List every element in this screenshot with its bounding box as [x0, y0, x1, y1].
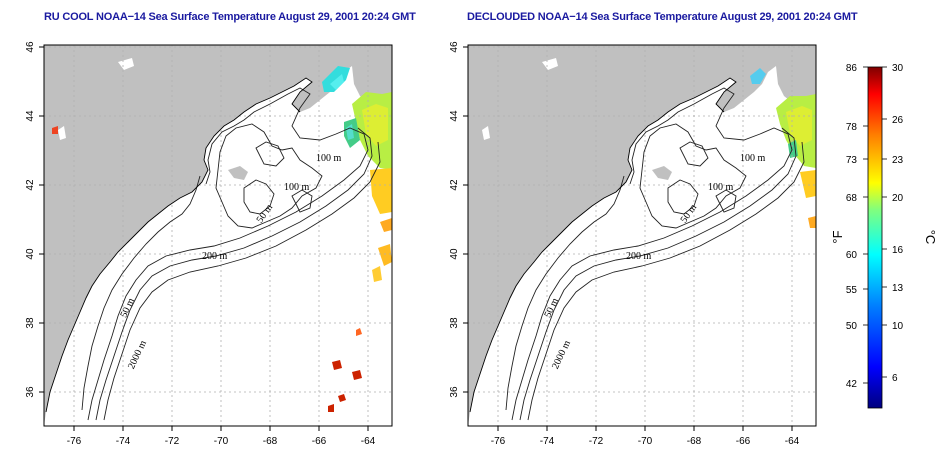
x-tick-label: -72 — [589, 436, 604, 447]
x-tick-label: -68 — [263, 436, 278, 447]
contour-label: 100 m — [708, 182, 734, 193]
y-tick-label: 36 — [25, 386, 36, 398]
x-tick-label: -68 — [687, 436, 702, 447]
celsius-unit-label: °C — [923, 230, 938, 245]
fahrenheit-tick: 86 — [846, 63, 858, 74]
y-tick-label: 38 — [25, 317, 36, 329]
fahrenheit-tick: 42 — [846, 379, 858, 390]
land-mass — [468, 45, 816, 426]
temperature-colorbar: 86 78 73 68 60 55 50 42 30 26 23 20 16 1… — [830, 63, 938, 409]
y-tick-label: 46 — [449, 41, 460, 53]
x-tick-label: -72 — [165, 436, 180, 447]
x-tick-label: -70 — [638, 436, 653, 447]
celsius-tick: 20 — [892, 193, 904, 204]
fahrenheit-tick: 60 — [846, 250, 858, 261]
x-tick-label: -74 — [540, 436, 555, 447]
fahrenheit-tick: 73 — [846, 155, 858, 166]
contour-label: 200 m — [202, 251, 228, 262]
fahrenheit-tick: 50 — [846, 321, 858, 332]
x-tick-label: -66 — [312, 436, 327, 447]
fahrenheit-tick: 68 — [846, 193, 858, 204]
contour-label: 100 m — [284, 182, 310, 193]
celsius-tick: 6 — [892, 373, 898, 384]
fahrenheit-unit-label: °F — [830, 230, 845, 243]
y-tick-label: 44 — [25, 110, 36, 122]
contour-label: 100 m — [316, 153, 342, 164]
bathymetry-contours — [81, 87, 381, 421]
celsius-tick: 10 — [892, 321, 904, 332]
y-tick-label: 42 — [449, 179, 460, 191]
celsius-tick: 30 — [892, 63, 904, 74]
celsius-tick: 13 — [892, 283, 904, 294]
y-tick-label: 40 — [449, 248, 460, 260]
x-tick-label: -64 — [785, 436, 800, 447]
celsius-tick: 26 — [892, 115, 904, 126]
celsius-tick: 23 — [892, 155, 904, 166]
fahrenheit-tick: 55 — [846, 285, 858, 296]
right-sst-map: 100 m 100 m 50 m 200 m 50 m 2000 m -76 -… — [449, 41, 817, 447]
x-tick-label: -66 — [736, 436, 751, 447]
y-tick-label: 44 — [449, 110, 460, 122]
y-tick-label: 46 — [25, 41, 36, 53]
left-sst-map: 100 m 100 m 50 m 200 m 50 m 2000 m -76 -… — [25, 41, 393, 447]
land-mass — [44, 45, 392, 426]
contour-label: 200 m — [626, 251, 652, 262]
x-tick-label: -74 — [116, 436, 131, 447]
colorbar-gradient — [867, 66, 883, 409]
right-map-title: DECLOUDED NOAA−14 Sea Surface Temperatur… — [467, 11, 858, 23]
fahrenheit-tick: 78 — [846, 122, 858, 133]
y-tick-label: 42 — [25, 179, 36, 191]
y-tick-label: 40 — [25, 248, 36, 260]
x-tick-label: -64 — [361, 436, 376, 447]
x-tick-label: -76 — [67, 436, 82, 447]
x-tick-label: -76 — [491, 436, 506, 447]
y-tick-label: 38 — [449, 317, 460, 329]
bathymetry-contours — [505, 87, 805, 421]
left-map-title: RU COOL NOAA−14 Sea Surface Temperature … — [44, 11, 416, 23]
x-tick-label: -70 — [214, 436, 229, 447]
y-tick-label: 36 — [449, 386, 460, 398]
celsius-tick: 16 — [892, 245, 904, 256]
contour-label: 100 m — [740, 153, 766, 164]
